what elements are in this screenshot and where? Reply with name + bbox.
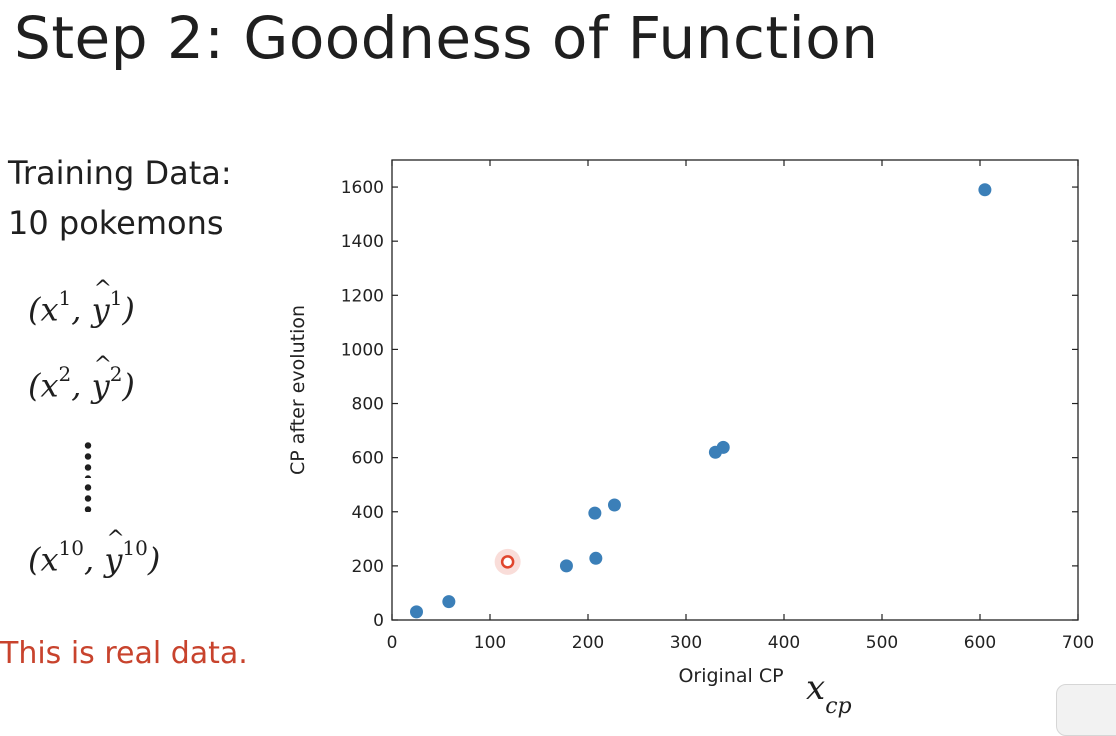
training-pair-1: (x1, y1) (28, 277, 135, 329)
x-tick-label: 0 (387, 633, 398, 653)
x-tick-label: 200 (572, 633, 604, 653)
highlight-glow (494, 548, 521, 575)
real-data-note: This is real data. (0, 636, 248, 671)
x-tick-label: 300 (670, 633, 702, 653)
x-tick-label: 600 (964, 633, 996, 653)
vertical-ellipsis-2 (84, 482, 92, 512)
corner-overlay-button[interactable] (1056, 684, 1116, 736)
training-data-heading: Training Data: (8, 154, 232, 192)
training-data-count: 10 pokemons (8, 204, 224, 242)
x-tick-label: 700 (1062, 633, 1094, 653)
plot-frame (391, 159, 1079, 621)
data-point (607, 498, 621, 512)
y-tick-label: 1200 (341, 286, 384, 306)
data-point (716, 440, 730, 454)
data-point (410, 605, 423, 619)
slide-title: Step 2: Goodness of Function (14, 4, 879, 72)
y-tick-label: 600 (352, 449, 384, 469)
data-point (978, 183, 992, 197)
training-pair-10: (x10, y10) (28, 527, 160, 579)
highlighted-data-point (500, 555, 515, 569)
y-tick-label: 400 (352, 503, 384, 523)
x-cp-label: xcp (806, 668, 852, 719)
training-pair-2: (x2, y2) (28, 353, 135, 405)
data-point (442, 595, 456, 609)
y-tick-label: 1000 (341, 340, 384, 360)
data-point (559, 559, 573, 573)
y-tick-label: 1400 (341, 232, 384, 252)
data-point (708, 445, 722, 459)
y-tick-label: 0 (373, 611, 384, 631)
x-tick-label: 100 (474, 633, 506, 653)
data-point (589, 551, 603, 565)
y-tick-label: 1600 (341, 178, 384, 198)
x-axis-label: Original CP (678, 665, 783, 687)
y-tick-label: 200 (352, 557, 384, 577)
x-tick-label: 400 (768, 633, 800, 653)
vertical-ellipsis-1 (84, 440, 92, 478)
y-axis-label: CP after evolution (287, 305, 309, 475)
y-tick-label: 800 (352, 395, 384, 415)
x-tick-label: 500 (866, 633, 898, 653)
data-point (588, 506, 602, 520)
